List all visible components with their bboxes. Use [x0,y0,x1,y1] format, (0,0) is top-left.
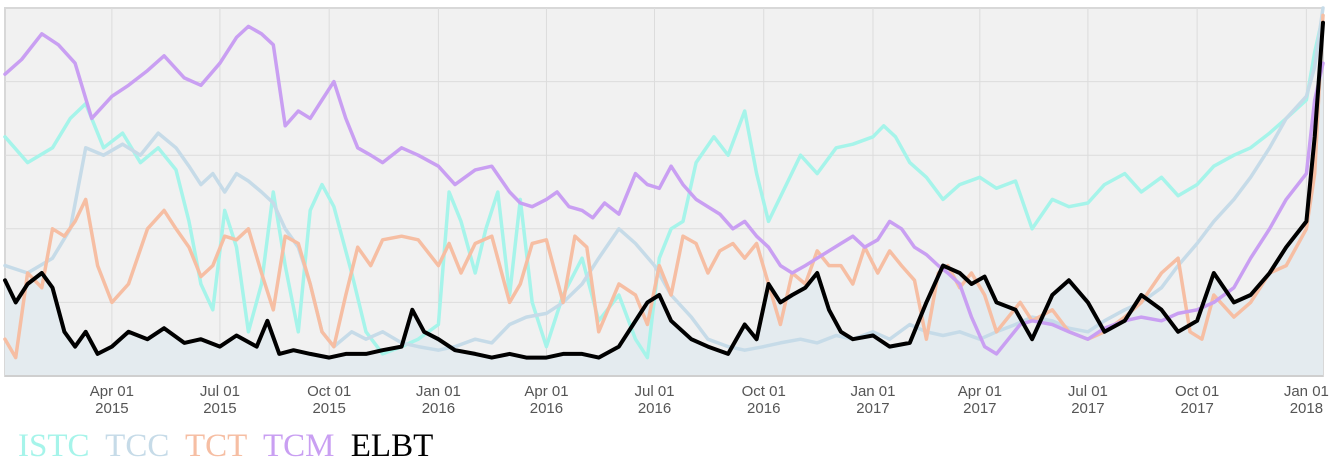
series-line-istc [3,13,1325,360]
series-line-tct [3,13,1325,360]
x-tick-year: 2016 [638,400,671,417]
x-tick-label: Oct 01 [742,383,786,400]
x-tick-label: Apr 01 [90,383,134,400]
series-line-elbt [3,20,1325,360]
x-tick-label: Apr 01 [524,383,568,400]
x-tick-label: Oct 01 [1175,383,1219,400]
x-tick-year: 2017 [1071,400,1104,417]
x-tick-year: 2017 [1180,400,1213,417]
legend-item-istc: ISTC [18,428,90,464]
x-tick-year: 2016 [422,400,455,417]
x-tick-label: Jul 01 [634,383,674,400]
legend-item-tcm: TCM [263,428,335,464]
x-tick-label: Jul 01 [200,383,240,400]
x-tick-year: 2017 [963,400,996,417]
x-tick-label: Jan 01 [850,383,895,400]
legend: ISTC TCC TCT TCM ELBT [18,426,441,466]
legend-item-tcc: TCC [105,428,170,464]
x-tick-year: 2016 [747,400,780,417]
x-tick-label: Oct 01 [307,383,351,400]
x-tick-label: Apr 01 [958,383,1002,400]
x-tick-label: Jan 01 [1284,383,1329,400]
x-tick-year: 2017 [856,400,889,417]
legend-item-tct: TCT [185,428,248,464]
series-line-tcm [3,24,1325,356]
x-tick-label: Jul 01 [1068,383,1108,400]
legend-item-elbt: ELBT [350,428,434,464]
x-tick-year: 2018 [1290,400,1323,417]
x-tick-year: 2015 [203,400,236,417]
x-tick-label: Jan 01 [416,383,461,400]
x-tick-year: 2015 [95,400,128,417]
x-tick-year: 2016 [530,400,563,417]
series-line-tcc [3,6,1325,352]
x-tick-year: 2015 [312,400,345,417]
